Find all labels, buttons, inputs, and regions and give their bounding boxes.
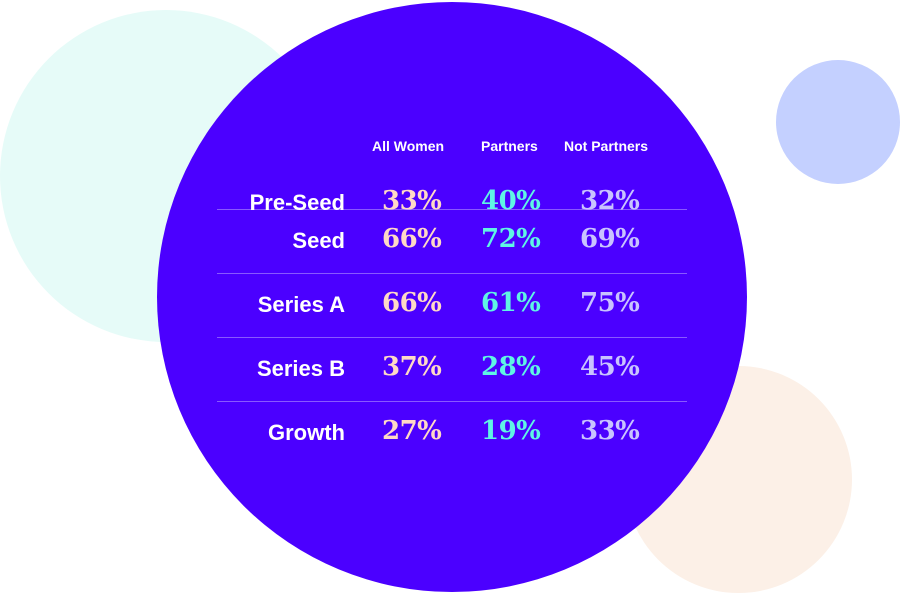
not-partners-value: 32% [580,186,640,216]
table-row: Growth 27% 19% 33% [217,402,687,466]
stage-label: Series A [257,292,345,317]
column-header-partners: Partners [481,138,538,154]
all-women-value: 66% [382,288,442,318]
not-partners-value: 45% [580,352,640,382]
table-row: Seed 66% 72% 69% [217,210,687,274]
row-divider [217,273,687,274]
stage-percentage-table: All Women Partners Not Partners Pre-Seed… [217,138,687,466]
decorative-blue-circle [776,60,900,184]
all-women-value: 37% [382,352,442,382]
row-divider [217,209,687,210]
table-row: Series A 66% 61% 75% [217,274,687,338]
table-header: All Women Partners Not Partners [217,138,687,156]
not-partners-value: 75% [580,288,640,318]
partners-value: 40% [481,186,541,216]
not-partners-value: 33% [580,416,640,446]
all-women-value: 33% [382,186,442,216]
all-women-value: 66% [382,224,442,254]
partners-value: 19% [481,416,541,446]
partners-value: 28% [481,352,541,382]
not-partners-value: 69% [580,224,640,254]
row-divider [217,337,687,338]
column-header-not-partners: Not Partners [564,138,649,154]
main-purple-circle [157,2,747,592]
stage-label: Series B [256,356,345,381]
partners-value: 72% [481,224,541,254]
stage-label: Growth [268,420,345,445]
row-divider [217,401,687,402]
partners-value: 61% [481,288,541,318]
stage-label: Pre-Seed [249,190,345,215]
table-body: Pre-Seed 33% 40% 32% Seed 66% 72% 69% Series A 66… [217,156,687,466]
column-header-all-women: All Women [372,138,445,154]
stage-label: Seed [292,228,345,253]
all-women-value: 27% [382,416,442,446]
table-row: Pre-Seed 33% 40% 32% [217,156,687,216]
table-row: Series B 37% 28% 45% [217,338,687,402]
